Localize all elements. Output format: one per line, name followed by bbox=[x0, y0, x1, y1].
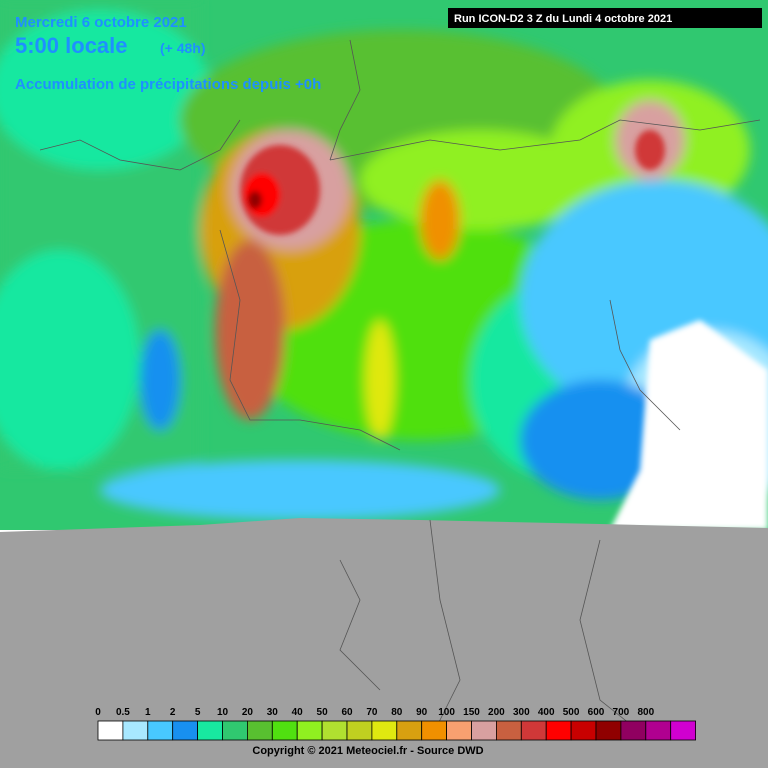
legend-swatch bbox=[122, 720, 149, 741]
legend-swatch bbox=[371, 720, 398, 741]
legend-swatch bbox=[570, 720, 597, 741]
legend: 0 0.5 1 2 5 10 20 30 40 50 60 70 80 90 100 150 200 300 400… bbox=[95, 707, 697, 741]
legend-swatch bbox=[545, 720, 572, 741]
legend-label: 400 bbox=[538, 707, 555, 718]
legend-swatch bbox=[446, 720, 472, 741]
legend-label: 50 bbox=[317, 707, 329, 718]
legend-label: 200 bbox=[488, 707, 505, 718]
legend-label: 150 bbox=[463, 707, 480, 718]
legend-label: 1 bbox=[145, 707, 151, 718]
legend-label: 0.5 bbox=[116, 707, 130, 718]
legend-swatch bbox=[471, 720, 497, 741]
legend-swatch bbox=[396, 720, 423, 741]
legend-label: 500 bbox=[563, 707, 580, 718]
legend-swatch bbox=[321, 720, 348, 741]
legend-label: 600 bbox=[588, 707, 605, 718]
legend-swatch bbox=[222, 720, 248, 741]
precipitation-field bbox=[0, 0, 768, 530]
run-info: Run ICON-D2 3 Z du Lundi 4 octobre 2021 bbox=[454, 13, 672, 25]
legend-swatch bbox=[595, 720, 622, 741]
forecast-time: 5:00 locale bbox=[15, 33, 128, 58]
legend-swatch bbox=[645, 720, 672, 741]
run-banner bbox=[448, 8, 762, 28]
legend-label: 70 bbox=[366, 707, 378, 718]
legend-label: 5 bbox=[195, 707, 201, 718]
lead-time: (+ 48h) bbox=[160, 40, 206, 56]
copyright: Copyright © 2021 Meteociel.fr - Source D… bbox=[252, 745, 483, 757]
legend-swatch bbox=[670, 720, 697, 741]
legend-label: 40 bbox=[292, 707, 304, 718]
legend-swatch bbox=[421, 720, 448, 741]
legend-label: 0 bbox=[95, 707, 101, 718]
forecast-date: Mercredi 6 octobre 2021 bbox=[15, 14, 187, 31]
legend-label: 700 bbox=[613, 707, 630, 718]
legend-label: 60 bbox=[341, 707, 353, 718]
legend-label: 100 bbox=[438, 707, 455, 718]
legend-swatch bbox=[346, 720, 373, 741]
legend-swatch bbox=[296, 720, 323, 741]
legend-label: 10 bbox=[217, 707, 229, 718]
legend-label: 20 bbox=[242, 707, 254, 718]
legend-label: 90 bbox=[416, 707, 428, 718]
legend-label: 300 bbox=[513, 707, 530, 718]
legend-swatch bbox=[97, 720, 124, 741]
legend-swatch bbox=[172, 720, 198, 741]
borders bbox=[39, 39, 761, 741]
legend-swatch bbox=[271, 720, 298, 741]
legend-label: 80 bbox=[391, 707, 403, 718]
legend-swatch bbox=[246, 720, 273, 741]
legend-swatch bbox=[197, 720, 223, 741]
legend-label: 2 bbox=[170, 707, 176, 718]
legend-swatch bbox=[520, 720, 547, 741]
legend-swatch bbox=[495, 720, 522, 741]
legend-swatch bbox=[147, 720, 174, 741]
legend-swatch bbox=[620, 720, 647, 741]
legend-label: 800 bbox=[637, 707, 654, 718]
product-name: Accumulation de précipitations depuis +0… bbox=[15, 76, 321, 93]
legend-label: 30 bbox=[267, 707, 279, 718]
no-data-area bbox=[0, 518, 768, 768]
